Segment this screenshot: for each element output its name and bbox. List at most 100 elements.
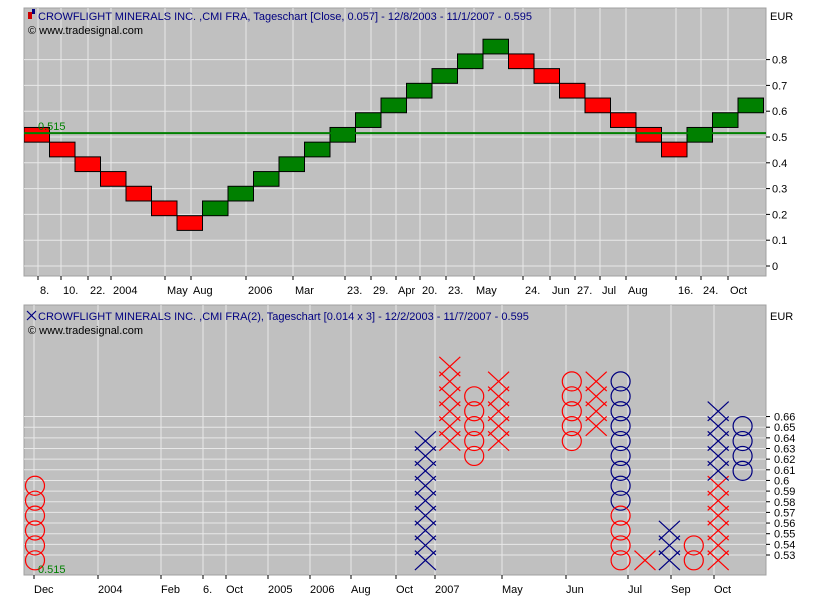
pnf-o-mark [610,386,631,407]
pnf-o-mark [24,505,46,526]
pnf-o-mark [683,550,704,571]
pnf-x-tick-label: Oct [714,584,731,596]
pnf-o-mark [610,430,631,452]
pnf-x-mark [707,445,730,467]
pnf-x-mark [414,430,437,452]
pnf-x-mark [585,371,608,392]
renko-brick-down [533,68,560,84]
renko-x-axis: 8. 10. 22. 2004 May Aug 2006 Mar 23. 29. Apr 20. 23.… [37,276,747,297]
pnf-x-tick-label: Oct [226,584,243,596]
renko-y-tick-label: 0.8 [772,55,787,67]
renko-x-tick-label: 23. [448,285,463,297]
pnf-x-mark [707,535,730,556]
pnf-y-tick-label: 0.62 [774,454,795,466]
pnf-x-mark [634,550,656,571]
renko-brick-up [278,156,305,173]
renko-y-tick-label: 0.4 [772,158,787,170]
renko-title: CROWFLIGHT MINERALS INC. ,CMI FRA, Tages… [38,11,532,23]
pnf-x-mark [707,520,730,541]
renko-x-tick-label: 24. [525,285,540,297]
pnf-x-mark [438,401,461,422]
renko-x-tick-label: Apr [398,285,415,297]
pnf-x-tick-label: Sep [671,584,691,596]
pnf-y-tick-label: 0.59 [774,486,795,498]
pnf-o-mark [610,460,631,481]
pnf-o-mark [24,550,46,571]
renko-x-tick-label: Jul [602,285,616,297]
renko-y-tick-label: 0.3 [772,184,787,196]
pnf-source: © www.tradesignal.com [28,325,143,337]
pnf-x-tick-label: 2006 [310,584,334,596]
renko-brick-down [610,112,637,128]
pnf-x-tick-label: 6. [203,584,212,596]
renko-x-tick-label: 16. [678,285,693,297]
renko-x-tick-label: Aug [193,285,213,297]
renko-x-tick-label: 23. [347,285,362,297]
pnf-o-mark [732,445,753,467]
pnf-x-mark [585,415,608,437]
renko-y-tick-label: 0.2 [772,209,787,221]
pnf-y-tick-label: 0.55 [774,529,795,541]
renko-y-axis: 0 0.1 0.2 0.3 0.4 0.5 0.6 0.7 0.8 [766,55,787,273]
pnf-x-mark [658,550,681,571]
pnf-o-mark [732,460,753,481]
pnf-y-tick-label: 0.63 [774,444,795,456]
renko-brick-down [100,171,127,187]
pnf-o-mark [561,371,582,392]
pnf-x-mark [438,356,461,377]
pnf-o-mark [732,416,753,437]
pnf-x-mark [487,430,510,452]
pnf-o-mark [610,550,631,571]
renko-y-tick-label: 0.1 [772,235,787,247]
pnf-o-mark [610,475,631,496]
renko-brick-up [227,185,254,202]
renko-currency-label: EUR [770,11,793,23]
pnf-y-tick-label: 0.58 [774,497,795,509]
pnf-o-mark [610,505,631,526]
pnf-y-tick-label: 0.56 [774,518,795,530]
pnf-x-mark [707,401,730,422]
renko-y-tick-label: 0.6 [772,106,787,118]
pnf-y-tick-label: 0.54 [774,539,795,551]
pnf-o-mark [610,445,631,467]
pnf-y-tick-label: 0.6 [774,475,789,487]
pnf-x-mark [487,401,510,422]
pnf-x-tick-label: Jun [566,584,584,596]
pnf-x-mark [585,386,608,407]
renko-x-tick-label: 22. [90,285,105,297]
pnf-x-mark [414,490,437,511]
pnf-o-mark [610,371,631,392]
renko-brick-up [482,38,509,55]
pnf-o-mark [610,416,631,437]
pnf-x-tick-label: Feb [161,584,180,596]
pnf-marks [24,356,753,571]
pnf-x-axis: Dec 2004 Feb 6. Oct 2005 2006 Aug Oct 2007 May Jun J… [33,575,731,596]
renko-brick-up [253,171,280,187]
pnf-o-mark [464,430,485,452]
renko-x-tick-label: 2006 [248,285,272,297]
renko-x-tick-label: May [167,285,188,297]
renko-source: © www.tradesignal.com [28,25,143,37]
pnf-o-mark [732,430,753,452]
pnf-x-mark [438,415,461,437]
renko-brick-down [125,185,152,202]
renko-brick-up [712,112,739,128]
pnf-x-tick-label: 2007 [435,584,459,596]
renko-y-tick-label: 0 [772,261,778,273]
pnf-x-tick-label: Aug [351,584,371,596]
renko-brick-up [406,82,433,99]
pnf-o-mark [464,416,485,437]
pnf-x-mark [658,535,681,556]
pnf-y-tick-label: 0.65 [774,422,795,434]
renko-series-icon [28,9,35,19]
pnf-o-mark [24,535,46,556]
renko-brick-up [686,126,713,143]
renko-x-tick-label: Jun [552,285,570,297]
renko-brick-down [661,141,688,158]
pnf-x-tick-label: Oct [396,584,413,596]
pnf-o-mark [610,535,631,556]
renko-x-tick-label: 10. [63,285,78,297]
renko-x-tick-label: 20. [422,285,437,297]
pnf-y-tick-label: 0.61 [774,465,795,477]
